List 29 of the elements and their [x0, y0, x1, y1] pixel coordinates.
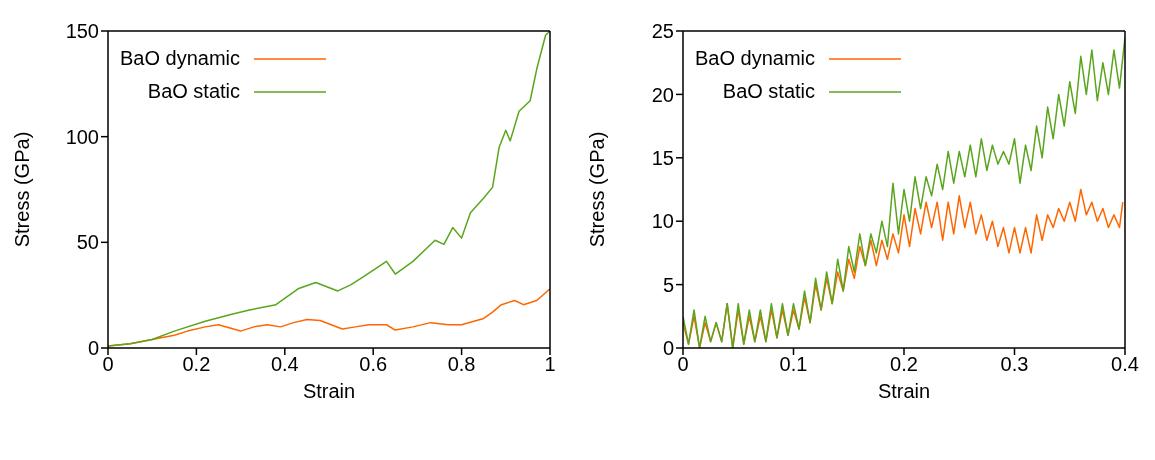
legend-label: BaO static — [147, 80, 241, 103]
y-axis-title: Stress (GPa) — [586, 131, 609, 248]
legend-label: BaO static — [722, 80, 816, 103]
x-tick-label: 0.1 — [779, 353, 808, 376]
y-tick-label: 50 — [76, 231, 99, 254]
legend-label: BaO dynamic — [120, 47, 241, 70]
y-tick-label: 10 — [651, 210, 674, 233]
y-axis-title: Stress (GPa) — [11, 131, 34, 248]
x-tick-label: 1 — [544, 353, 556, 376]
y-tick-label: 150 — [65, 20, 99, 43]
x-axis-title: Strain — [302, 380, 356, 402]
y-tick-label: 20 — [651, 83, 674, 106]
y-tick-label: 0 — [87, 337, 99, 360]
y-tick-label: 15 — [651, 146, 674, 169]
x-axis-title: Strain — [877, 380, 931, 402]
x-tick-label: 0 — [102, 353, 114, 376]
x-tick-label: 0.3 — [1000, 353, 1029, 376]
y-tick-label: 100 — [65, 125, 99, 148]
x-tick-label: 0.8 — [447, 353, 476, 376]
x-tick-label: 0 — [677, 353, 689, 376]
x-tick-label: 0.2 — [182, 353, 211, 376]
y-tick-label: 0 — [662, 337, 674, 360]
legend-label: BaO dynamic — [695, 47, 816, 70]
y-tick-label: 5 — [662, 273, 674, 296]
x-tick-label: 0.6 — [359, 353, 388, 376]
x-tick-label: 0.2 — [890, 353, 918, 376]
x-tick-label: 0.4 — [1111, 353, 1139, 376]
x-tick-label: 0.4 — [270, 353, 299, 376]
y-tick-label: 25 — [651, 20, 674, 43]
